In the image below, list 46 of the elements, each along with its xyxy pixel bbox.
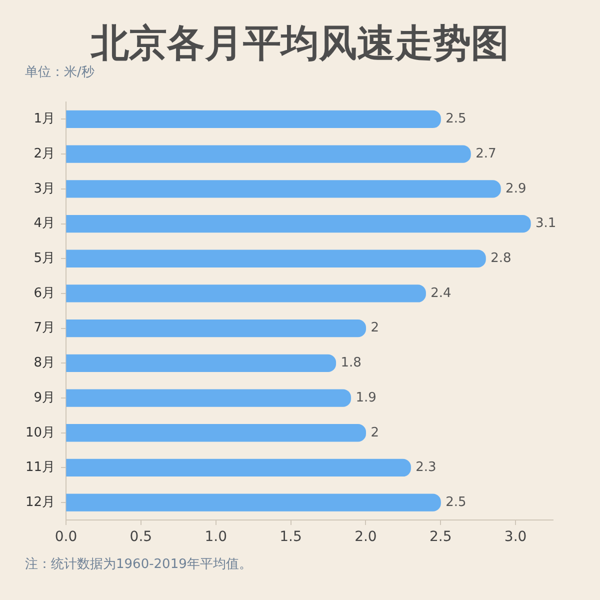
bar xyxy=(66,214,531,233)
x-tick-label: 0.5 xyxy=(130,529,152,546)
bar xyxy=(66,110,441,128)
bar xyxy=(66,494,441,512)
text: 注：统计数据为1960-2019年平均值。 xyxy=(25,556,252,574)
bar xyxy=(66,389,352,407)
bar xyxy=(66,458,411,477)
bar xyxy=(66,250,486,268)
data-label: 1.9 xyxy=(356,390,376,406)
y-tick-label: 10月 xyxy=(25,425,55,440)
data-label: 2.9 xyxy=(506,181,526,196)
x-tick-label: 1.5 xyxy=(280,529,302,546)
y-tick-label: 6月 xyxy=(34,286,55,301)
bar xyxy=(66,424,366,442)
x-tick-label: 2.5 xyxy=(429,529,452,546)
data-label: 2.5 xyxy=(446,494,466,510)
y-tick-label: 8月 xyxy=(34,356,55,371)
data-label: 2 xyxy=(370,425,379,440)
x-tick-label: 2.0 xyxy=(354,529,377,546)
y-tick-label: 2月 xyxy=(34,146,55,162)
y-tick-label: 5月 xyxy=(34,251,55,266)
bar xyxy=(66,319,366,338)
data-label: 1.8 xyxy=(340,356,362,371)
x-tick-label: 1.0 xyxy=(204,529,227,546)
data-label: 2.3 xyxy=(416,460,436,476)
data-label: 2.4 xyxy=(430,286,452,301)
bar xyxy=(66,354,336,372)
bar xyxy=(66,180,501,198)
chart-subtitle: 单位：米/秒 xyxy=(25,64,94,82)
y-tick-label: 7月 xyxy=(34,320,55,336)
data-label: 2.5 xyxy=(446,112,466,127)
y-tick-label: 4月 xyxy=(34,216,55,232)
chart-title: 北京各月平均风速走势图 xyxy=(90,20,510,66)
data-label: 2 xyxy=(370,320,379,336)
x-tick-label: 3.0 xyxy=(504,529,527,546)
x-tick-label: 0.0 xyxy=(54,529,78,546)
bar xyxy=(66,145,471,163)
y-tick-label: 11月 xyxy=(25,460,55,476)
data-label: 3.1 xyxy=(536,216,556,232)
y-tick-label: 3月 xyxy=(34,181,55,196)
data-label: 2.7 xyxy=(476,146,496,162)
y-tick-label: 1月 xyxy=(34,112,55,127)
y-tick-label: 12月 xyxy=(25,494,55,510)
bar xyxy=(66,284,426,302)
y-tick-label: 9月 xyxy=(34,390,55,406)
data-label: 2.8 xyxy=(490,251,512,266)
